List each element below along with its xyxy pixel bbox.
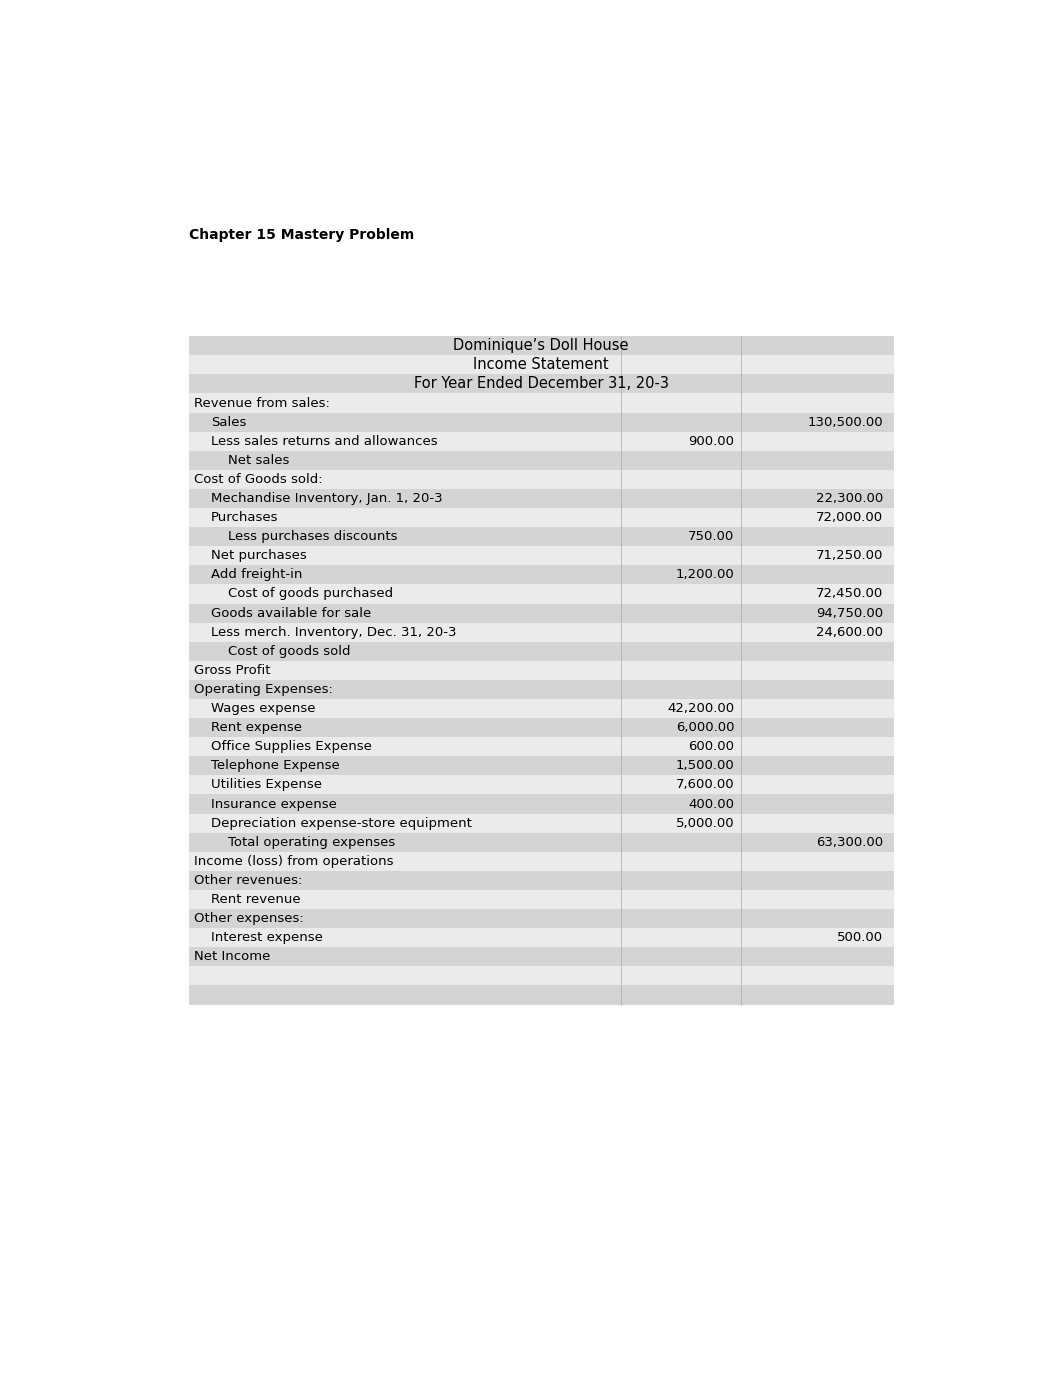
Bar: [189, 814, 894, 833]
Bar: [189, 489, 894, 508]
Text: 7,600.00: 7,600.00: [675, 778, 734, 792]
Bar: [189, 508, 894, 527]
Bar: [189, 527, 894, 547]
Text: Total operating expenses: Total operating expenses: [228, 836, 395, 848]
Text: Less sales returns and allowances: Less sales returns and allowances: [211, 435, 438, 448]
Text: 63,300.00: 63,300.00: [816, 836, 883, 848]
Text: 71,250.00: 71,250.00: [816, 549, 883, 562]
Text: 42,200.00: 42,200.00: [667, 702, 734, 715]
Text: 72,450.00: 72,450.00: [816, 588, 883, 600]
Text: 72,000.00: 72,000.00: [816, 511, 883, 525]
Text: 22,300.00: 22,300.00: [816, 492, 883, 505]
Text: 500.00: 500.00: [837, 931, 883, 945]
Text: Utilities Expense: Utilities Expense: [211, 778, 322, 792]
Text: 1,200.00: 1,200.00: [675, 569, 734, 581]
Text: Cost of Goods sold:: Cost of Goods sold:: [194, 472, 323, 486]
Bar: [189, 470, 894, 489]
Text: Rent revenue: Rent revenue: [211, 894, 301, 906]
Bar: [189, 890, 894, 909]
Text: Income (loss) from operations: Income (loss) from operations: [194, 855, 394, 868]
Bar: [189, 413, 894, 431]
Text: Other revenues:: Other revenues:: [194, 874, 303, 887]
Text: 900.00: 900.00: [688, 435, 734, 448]
Text: 750.00: 750.00: [688, 530, 734, 543]
Text: Depreciation expense-store equipment: Depreciation expense-store equipment: [211, 817, 472, 829]
Text: Dominique’s Doll House: Dominique’s Doll House: [453, 339, 629, 354]
Text: Gross Profit: Gross Profit: [194, 664, 271, 677]
Bar: [189, 336, 894, 355]
Bar: [189, 795, 894, 814]
Text: Less purchases discounts: Less purchases discounts: [228, 530, 397, 543]
Bar: [189, 928, 894, 947]
Text: Sales: Sales: [211, 416, 246, 428]
Text: Income Statement: Income Statement: [474, 357, 609, 372]
Text: Net purchases: Net purchases: [211, 549, 307, 562]
Bar: [189, 394, 894, 413]
Text: Wages expense: Wages expense: [211, 702, 315, 715]
Bar: [189, 603, 894, 622]
Bar: [189, 737, 894, 756]
Bar: [189, 661, 894, 680]
Text: Telephone Expense: Telephone Expense: [211, 759, 340, 772]
Bar: [189, 756, 894, 775]
Text: Cost of goods purchased: Cost of goods purchased: [228, 588, 393, 600]
Bar: [189, 450, 894, 470]
Text: 600.00: 600.00: [688, 741, 734, 753]
Text: Purchases: Purchases: [211, 511, 278, 525]
Bar: [189, 700, 894, 717]
Bar: [189, 986, 894, 1005]
Bar: [189, 967, 894, 986]
Bar: [189, 622, 894, 642]
Text: Less merch. Inventory, Dec. 31, 20-3: Less merch. Inventory, Dec. 31, 20-3: [211, 625, 457, 639]
Text: Goods available for sale: Goods available for sale: [211, 607, 372, 620]
Bar: [189, 852, 894, 870]
Bar: [189, 375, 894, 394]
Bar: [189, 775, 894, 795]
Bar: [189, 947, 894, 967]
Text: Revenue from sales:: Revenue from sales:: [194, 397, 330, 409]
Text: Rent expense: Rent expense: [211, 722, 302, 734]
Text: Other expenses:: Other expenses:: [194, 912, 304, 925]
Text: Mechandise Inventory, Jan. 1, 20-3: Mechandise Inventory, Jan. 1, 20-3: [211, 492, 443, 505]
Bar: [189, 870, 894, 890]
Text: 94,750.00: 94,750.00: [816, 607, 883, 620]
Text: 130,500.00: 130,500.00: [807, 416, 883, 428]
Bar: [189, 680, 894, 700]
Text: Net Income: Net Income: [194, 950, 271, 964]
Bar: [189, 642, 894, 661]
Bar: [189, 566, 894, 584]
Text: Insurance expense: Insurance expense: [211, 797, 337, 811]
Bar: [189, 547, 894, 566]
Bar: [189, 833, 894, 852]
Text: Net sales: Net sales: [228, 454, 290, 467]
Text: 1,500.00: 1,500.00: [675, 759, 734, 772]
Bar: [189, 431, 894, 450]
Bar: [189, 584, 894, 603]
Text: Operating Expenses:: Operating Expenses:: [194, 683, 332, 695]
Text: 24,600.00: 24,600.00: [816, 625, 883, 639]
Text: Add freight-in: Add freight-in: [211, 569, 303, 581]
Bar: [189, 355, 894, 375]
Bar: [189, 909, 894, 928]
Text: 5,000.00: 5,000.00: [675, 817, 734, 829]
Text: Office Supplies Expense: Office Supplies Expense: [211, 741, 372, 753]
Text: 400.00: 400.00: [688, 797, 734, 811]
Text: 6,000.00: 6,000.00: [675, 722, 734, 734]
Text: Interest expense: Interest expense: [211, 931, 323, 945]
Bar: [189, 717, 894, 737]
Text: Cost of goods sold: Cost of goods sold: [228, 644, 350, 658]
Text: For Year Ended December 31, 20-3: For Year Ended December 31, 20-3: [414, 376, 669, 391]
Text: Chapter 15 Mastery Problem: Chapter 15 Mastery Problem: [189, 229, 414, 242]
